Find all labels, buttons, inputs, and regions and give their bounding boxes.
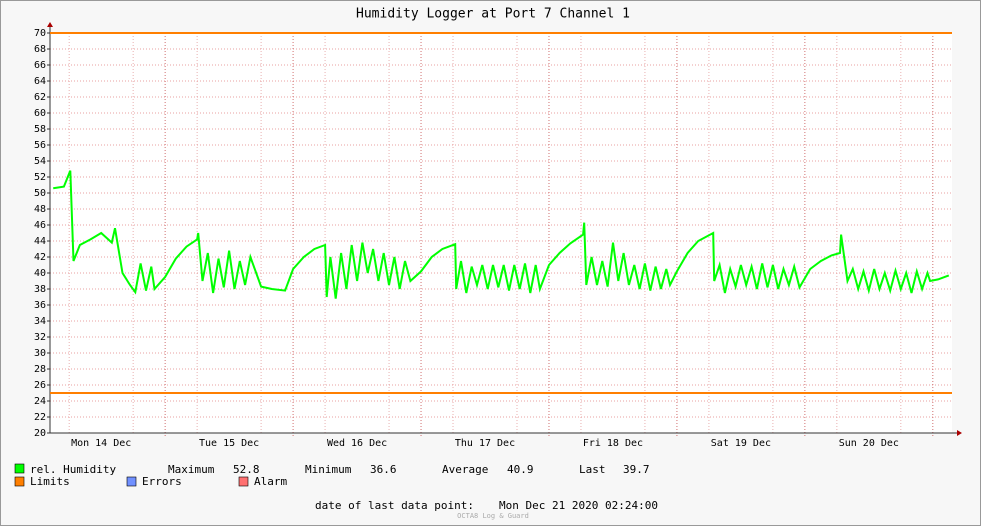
y-tick-label: 46 xyxy=(34,220,46,231)
legend-label: rel. Humidity xyxy=(30,463,116,476)
stat-label: Last xyxy=(579,463,606,476)
plot-area xyxy=(50,33,952,433)
y-tick-label: 20 xyxy=(34,428,46,439)
y-axis-arrow xyxy=(47,22,53,27)
stat-label: Minimum xyxy=(305,463,352,476)
footer-label: date of last data point: xyxy=(315,499,474,512)
x-tick-label: Sun 20 Dec xyxy=(839,438,899,449)
marks xyxy=(50,32,952,394)
y-tick-label: 68 xyxy=(34,44,46,55)
y-tick-label: 36 xyxy=(34,300,46,311)
legend-label: Limits xyxy=(30,475,70,488)
grid: 20 22 24 26 28 30 32 34 36 38 40 42 44 46 48 50 52 54 56 58… xyxy=(34,22,962,449)
x-axis-arrow xyxy=(957,430,962,436)
stat-value: 52.8 xyxy=(233,463,260,476)
legend-swatch xyxy=(14,463,25,474)
x-tick-label: Wed 16 Dec xyxy=(327,438,387,449)
x-tick-label: Sat 19 Dec xyxy=(711,438,771,449)
stat-label: Average xyxy=(442,463,488,476)
y-tick-label: 44 xyxy=(34,236,46,247)
y-tick-label: 64 xyxy=(34,76,46,87)
y-tick-label: 52 xyxy=(34,172,46,183)
y-tick-label: 50 xyxy=(34,188,46,199)
y-tick-label: 70 xyxy=(34,28,46,39)
x-tick-label: Fri 18 Dec xyxy=(583,438,643,449)
y-tick-label: 22 xyxy=(34,412,46,423)
x-tick-label: Thu 17 Dec xyxy=(455,438,515,449)
y-tick-label: 62 xyxy=(34,92,46,103)
y-tick-label: 60 xyxy=(34,108,46,119)
legend-swatch xyxy=(14,476,25,487)
y-tick-label: 58 xyxy=(34,124,46,135)
x-tick-label: Mon 14 Dec xyxy=(71,438,131,449)
chart-title: Humidity Logger at Port 7 Channel 1 xyxy=(356,7,630,22)
legend-label: Alarm xyxy=(254,475,287,488)
y-tick-label: 56 xyxy=(34,140,46,151)
y-tick-label: 42 xyxy=(34,252,46,263)
y-tick-label: 24 xyxy=(34,396,46,407)
y-tick-label: 48 xyxy=(34,204,46,215)
humidity-line xyxy=(53,170,950,299)
legend-label: Errors xyxy=(142,475,182,488)
stat-value: 40.9 xyxy=(507,463,534,476)
footer-value: Mon Dec 21 2020 02:24:00 xyxy=(499,499,658,512)
y-tick-label: 32 xyxy=(34,332,46,343)
y-tick-label: 30 xyxy=(34,348,46,359)
y-tick-label: 28 xyxy=(34,364,46,375)
legend-swatch xyxy=(126,476,137,487)
y-tick-label: 34 xyxy=(34,316,46,327)
y-tick-label: 26 xyxy=(34,380,46,391)
stat-label: Maximum xyxy=(168,463,215,476)
stat-value: 39.7 xyxy=(623,463,650,476)
legend-swatch xyxy=(238,476,249,487)
stat-value: 36.6 xyxy=(370,463,397,476)
y-tick-label: 54 xyxy=(34,156,46,167)
y-tick-label: 66 xyxy=(34,60,46,71)
y-tick-label: 40 xyxy=(34,268,46,279)
watermark: OCTA8 Log & Guard xyxy=(457,512,529,520)
y-tick-label: 38 xyxy=(34,284,46,295)
x-tick-label: Tue 15 Dec xyxy=(199,438,259,449)
legend: rel. Humidity Maximum 52.8 Minimum 36.6 Avera… xyxy=(14,463,658,520)
